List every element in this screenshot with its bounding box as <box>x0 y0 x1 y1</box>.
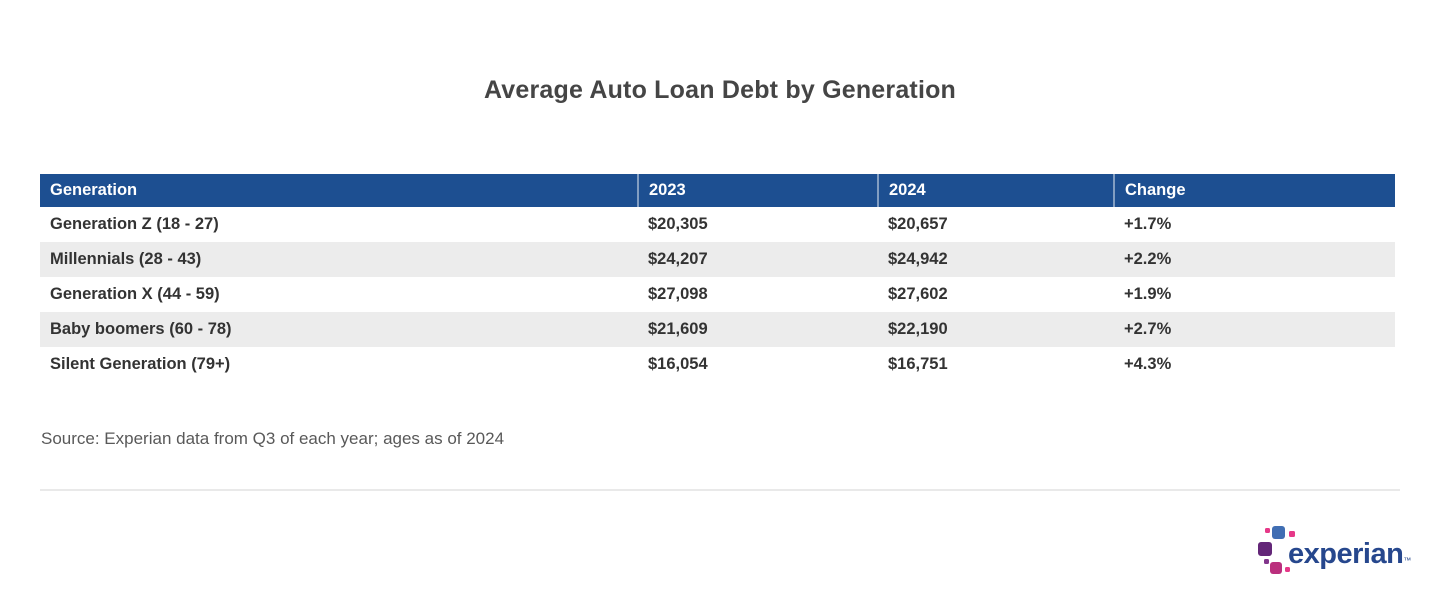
cell-change-value: +1.7% <box>1124 215 1172 233</box>
cell-2024-value: $24,942 <box>878 242 1114 277</box>
experian-wordmark: experian™ <box>1288 538 1411 571</box>
column-header-2024: 2024 <box>877 174 1114 207</box>
cell-2024-value: $27,602 <box>888 285 948 303</box>
cell-change-value: +4.3% <box>1124 355 1172 373</box>
logo-square-icon <box>1258 542 1272 556</box>
logo-square-icon <box>1264 559 1269 564</box>
table-row: Generation Z (18 - 27) $20,305 $20,657 +… <box>40 207 1395 242</box>
cell-generation: Millennials (28 - 43) <box>40 242 638 277</box>
cell-generation: Baby boomers (60 - 78) <box>40 312 638 347</box>
experian-logo: experian™ <box>1256 524 1411 584</box>
table-row: Millennials (28 - 43) $24,207 $24,942 +2… <box>40 242 1395 277</box>
column-header-generation: Generation <box>40 174 638 207</box>
page-title: Average Auto Loan Debt by Generation <box>483 76 957 104</box>
table-row: Baby boomers (60 - 78) $21,609 $22,190 +… <box>40 312 1395 347</box>
cell-change-value: +1.9% <box>1124 285 1172 303</box>
cell-generation: Silent Generation (79+) <box>50 355 231 373</box>
experian-logo-mark-icon <box>1256 524 1296 578</box>
column-header-2023: 2023 <box>637 174 878 207</box>
logo-square-icon <box>1270 562 1282 574</box>
cell-generation: Generation Z (18 - 27) <box>50 215 219 233</box>
cell-2024-value: $20,657 <box>888 215 948 233</box>
logo-square-icon <box>1272 526 1285 539</box>
cell-2023-value: $24,207 <box>638 242 878 277</box>
cell-2023-value: $21,609 <box>638 312 878 347</box>
cell-change-value: +2.7% <box>1114 312 1395 347</box>
cell-2024-value: $16,751 <box>888 355 948 373</box>
cell-2023-value: $20,305 <box>648 215 708 233</box>
cell-2023-value: $16,054 <box>648 355 708 373</box>
cell-2023-value: $27,098 <box>648 285 708 303</box>
logo-square-icon <box>1289 531 1295 537</box>
table-header-row: Generation 2023 2024 Change <box>40 174 1395 207</box>
auto-loan-debt-table: Generation 2023 2024 Change Generation Z… <box>40 174 1395 382</box>
cell-change-value: +2.2% <box>1114 242 1395 277</box>
logo-square-icon <box>1285 567 1290 572</box>
horizontal-divider <box>40 489 1400 491</box>
source-note: Source: Experian data from Q3 of each ye… <box>41 429 505 448</box>
cell-generation: Generation X (44 - 59) <box>50 285 220 303</box>
column-header-change: Change <box>1113 174 1395 207</box>
trademark-symbol: ™ <box>1403 556 1412 565</box>
experian-wordmark-text: experian <box>1288 538 1404 570</box>
table-row: Silent Generation (79+) $16,054 $16,751 … <box>40 347 1395 382</box>
table-row: Generation X (44 - 59) $27,098 $27,602 +… <box>40 277 1395 312</box>
cell-2024-value: $22,190 <box>878 312 1114 347</box>
logo-square-icon <box>1265 528 1270 533</box>
